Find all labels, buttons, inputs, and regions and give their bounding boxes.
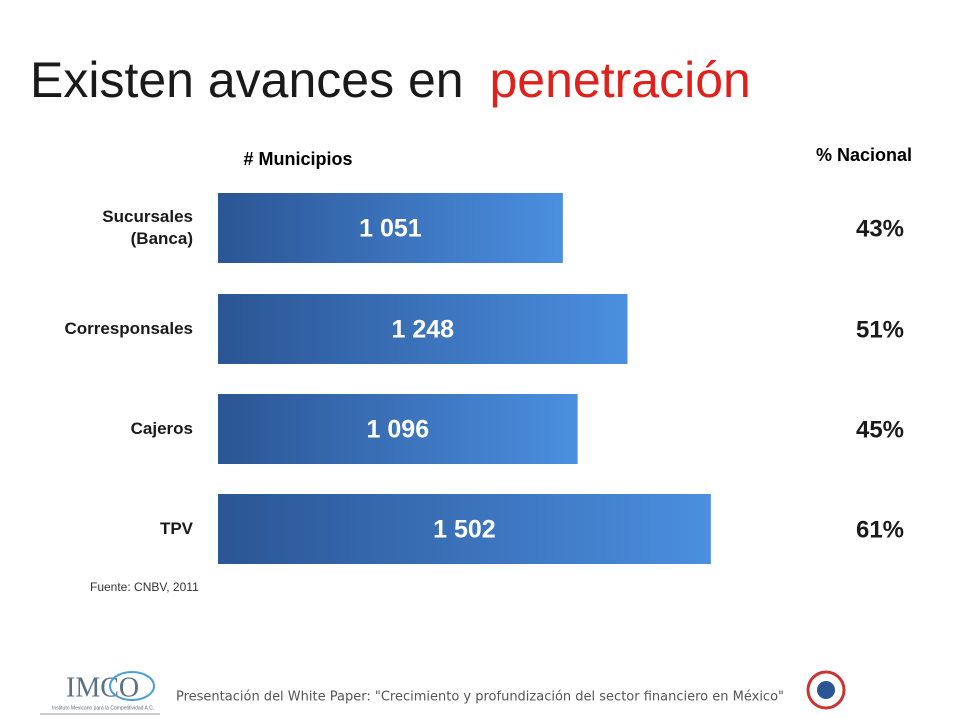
value-label: 1 096	[367, 416, 430, 444]
logo-right-inner	[817, 681, 835, 699]
title-part: Existen avances en	[30, 52, 464, 108]
share-value: 43%	[856, 215, 904, 242]
bar	[218, 294, 628, 364]
logo-caption: Instituto Mexicano para la Competitivida…	[52, 705, 154, 711]
logo-swoosh	[109, 671, 155, 701]
title-part: penetración	[490, 52, 751, 108]
value-label: 1 502	[433, 516, 496, 544]
bar	[218, 394, 578, 464]
axis-label: # Municipios	[243, 149, 352, 169]
share-label: % Nacional	[816, 145, 912, 165]
bar	[218, 494, 711, 564]
value-label: 1 248	[391, 316, 454, 344]
category-label: TPV	[159, 518, 193, 538]
category-label: Corresponsales	[64, 318, 194, 338]
footer-text: Presentación del White Paper: "Crecimien…	[176, 690, 784, 705]
logo-left: IMCO	[66, 672, 139, 703]
share-value: 45%	[856, 416, 904, 443]
bar	[218, 193, 563, 263]
value-label: 1 051	[359, 215, 422, 243]
category-label: Cajeros	[130, 418, 193, 438]
source: Fuente: CNBV, 2011	[90, 580, 199, 594]
slide-title: Existen avances en penetración	[30, 52, 751, 108]
share-value: 61%	[856, 516, 904, 543]
category-label: Sucursales (Banca)	[102, 206, 193, 248]
share-value: 51%	[856, 316, 904, 343]
